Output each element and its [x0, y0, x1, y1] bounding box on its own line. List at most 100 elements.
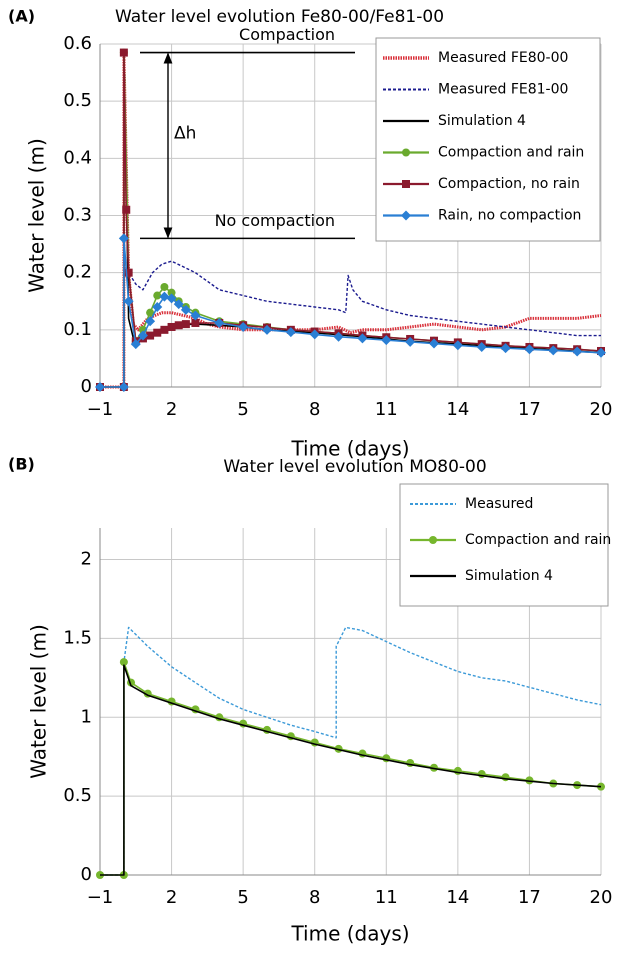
y-axis-label: Water level (m) [27, 624, 51, 778]
x-tick-label: 17 [518, 887, 541, 908]
y-tick-label: 0.5 [63, 785, 92, 806]
x-tick-label: 2 [166, 399, 177, 420]
data-line [100, 51, 601, 388]
data-point [146, 331, 155, 340]
data-point [381, 335, 392, 346]
panel-label: (B) [8, 455, 35, 474]
data-point [181, 320, 190, 329]
data-point [123, 296, 134, 307]
data-point [500, 343, 511, 354]
data-point [160, 282, 169, 291]
data-point [173, 299, 184, 310]
annotation: No compaction [215, 211, 335, 230]
data-point [429, 338, 439, 349]
legend-label: Simulation 4 [465, 568, 553, 584]
legend-marker [429, 536, 437, 544]
data-point [476, 341, 487, 352]
y-tick-label: 1 [81, 706, 92, 727]
data-point [137, 330, 148, 341]
data-point [95, 382, 105, 392]
data-point [477, 770, 486, 779]
legend-label: Compaction and rain [438, 145, 584, 161]
legend-marker [402, 148, 410, 157]
x-tick-label: −1 [87, 887, 114, 908]
data-point [285, 327, 296, 338]
y-tick-label: 2 [81, 549, 92, 570]
data-point [214, 317, 225, 328]
data-point [119, 48, 128, 57]
data-point [118, 382, 129, 392]
x-tick-label: 5 [237, 399, 248, 420]
data-point [238, 321, 249, 332]
x-tick-label: 20 [590, 399, 613, 420]
y-tick-label: 0.6 [63, 33, 92, 54]
data-point [572, 346, 583, 357]
data-point [166, 293, 177, 304]
chart-title: Water level evolution Fe80-00/Fe81-00 [115, 7, 444, 27]
data-point [167, 288, 176, 297]
data-point [118, 233, 129, 244]
legend-box [375, 37, 601, 242]
x-tick-label: 11 [375, 887, 398, 908]
y-tick-label: 1.5 [63, 627, 92, 648]
data-point [524, 344, 535, 355]
data-point [174, 321, 183, 330]
data-line [100, 664, 602, 876]
data-point [357, 333, 368, 344]
x-tick-label: 8 [309, 887, 320, 908]
data-point [405, 336, 416, 347]
data-line [100, 661, 602, 876]
data-point [159, 291, 170, 302]
x-axis-label: Time (days) [290, 437, 409, 461]
data-point [167, 322, 176, 331]
data-point [453, 766, 462, 775]
annotation: Δh [174, 123, 196, 143]
data-point [153, 291, 162, 300]
data-point [548, 345, 559, 356]
data-point [130, 339, 141, 350]
legend-marker [402, 180, 410, 188]
data-point [180, 304, 191, 315]
x-tick-label: −1 [87, 399, 114, 420]
y-axis-label: Water level (m) [25, 138, 49, 292]
x-tick-label: 5 [237, 887, 248, 908]
annotation: Compaction [239, 25, 335, 44]
x-tick-label: 20 [590, 887, 613, 908]
x-tick-label: 17 [518, 399, 541, 420]
data-point [119, 658, 128, 667]
legend-label: Rain, no compaction [438, 208, 581, 224]
x-tick-label: 11 [375, 399, 398, 420]
x-tick-label: 14 [446, 887, 469, 908]
x-axis-label: Time (days) [290, 922, 409, 946]
y-tick-label: 0.5 [63, 90, 92, 111]
data-point [333, 331, 344, 342]
x-tick-label: 8 [309, 399, 320, 420]
panel-label: (A) [8, 7, 35, 26]
legend-label: Measured FE81-00 [438, 82, 568, 98]
legend-marker [401, 210, 411, 221]
x-tick-label: 14 [446, 399, 469, 420]
data-line [100, 51, 602, 389]
data-line [100, 51, 602, 388]
data-point [153, 328, 162, 337]
legend-label: Measured [465, 496, 533, 512]
y-tick-label: 0.1 [63, 319, 92, 340]
data-point [124, 268, 133, 277]
legend-label: Measured FE80-00 [438, 50, 568, 66]
x-tick-label: 2 [166, 887, 177, 908]
data-point [501, 773, 510, 782]
data-point [262, 324, 272, 335]
y-tick-label: 0.4 [63, 147, 92, 168]
y-tick-label: 0 [81, 376, 92, 397]
data-point [146, 308, 155, 317]
legend-box [399, 483, 609, 607]
y-tick-label: 0.3 [63, 205, 92, 226]
data-point [122, 205, 131, 214]
legend-label: Compaction and rain [465, 532, 611, 548]
chart-title: Water level evolution MO80-00 [223, 457, 486, 477]
legend-label: Simulation 4 [438, 113, 526, 129]
y-tick-label: 0.2 [63, 262, 92, 283]
legend-label: Compaction, no rain [438, 176, 580, 192]
data-point [145, 316, 156, 327]
data-point [596, 347, 606, 358]
